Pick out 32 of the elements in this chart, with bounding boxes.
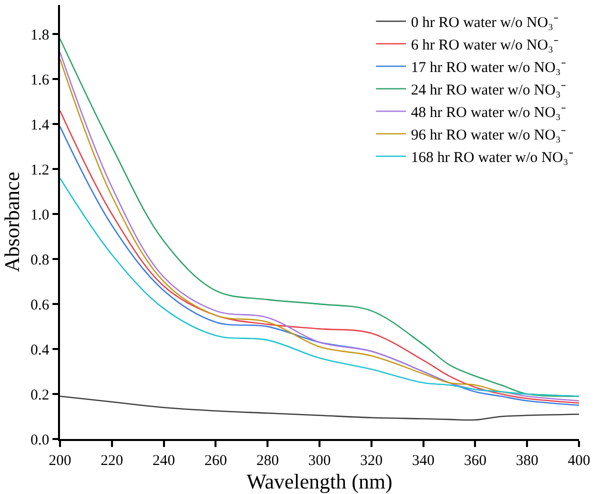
- y-tick-label: 1.0: [30, 207, 50, 224]
- y-tick-label: 0.4: [30, 342, 50, 358]
- x-tick-label: 200: [48, 452, 72, 469]
- y-axis-title: Absorbance: [0, 172, 24, 272]
- legend-label: 24 hr RO water w/o NO₃⁻: [411, 82, 566, 99]
- y-tick-label: 1.2: [30, 162, 50, 178]
- legend-label: 48 hr RO water w/o NO₃⁻: [411, 105, 566, 122]
- x-axis-title: Wavelength (nm): [246, 469, 392, 494]
- legend-label: 17 hr RO water w/o NO₃⁻: [411, 60, 566, 76]
- legend-label: 0 hr RO water w/o NO₃⁻: [411, 15, 558, 32]
- line-series: [60, 396, 579, 421]
- y-tick-label: 0.6: [30, 297, 50, 314]
- y-tick-label: 1.4: [30, 117, 50, 134]
- y-tick-label: 0.0: [30, 432, 50, 448]
- legend-label: 168 hr RO water w/o NO₃⁻: [411, 150, 574, 166]
- y-tick-label: 1.6: [30, 72, 50, 88]
- y-tick-label: 0.2: [30, 387, 50, 404]
- line-series: [60, 178, 579, 397]
- legend-label: 96 hr RO water w/o NO₃⁻: [411, 128, 566, 144]
- x-tick-label: 380: [516, 452, 538, 469]
- y-tick-label: 1.8: [30, 27, 50, 44]
- x-tick-label: 220: [100, 452, 124, 469]
- legend-label: 6 hr RO water w/o NO₃⁻: [411, 38, 558, 54]
- x-tick-label: 280: [256, 452, 279, 469]
- x-tick-label: 400: [568, 452, 590, 469]
- x-tick-label: 320: [360, 452, 383, 469]
- x-tick-label: 360: [464, 452, 486, 469]
- x-tick-label: 340: [412, 452, 435, 469]
- x-tick-label: 260: [204, 452, 227, 469]
- x-tick-label: 300: [308, 452, 331, 469]
- x-tick-label: 240: [152, 452, 176, 469]
- y-tick-label: 0.8: [30, 252, 50, 268]
